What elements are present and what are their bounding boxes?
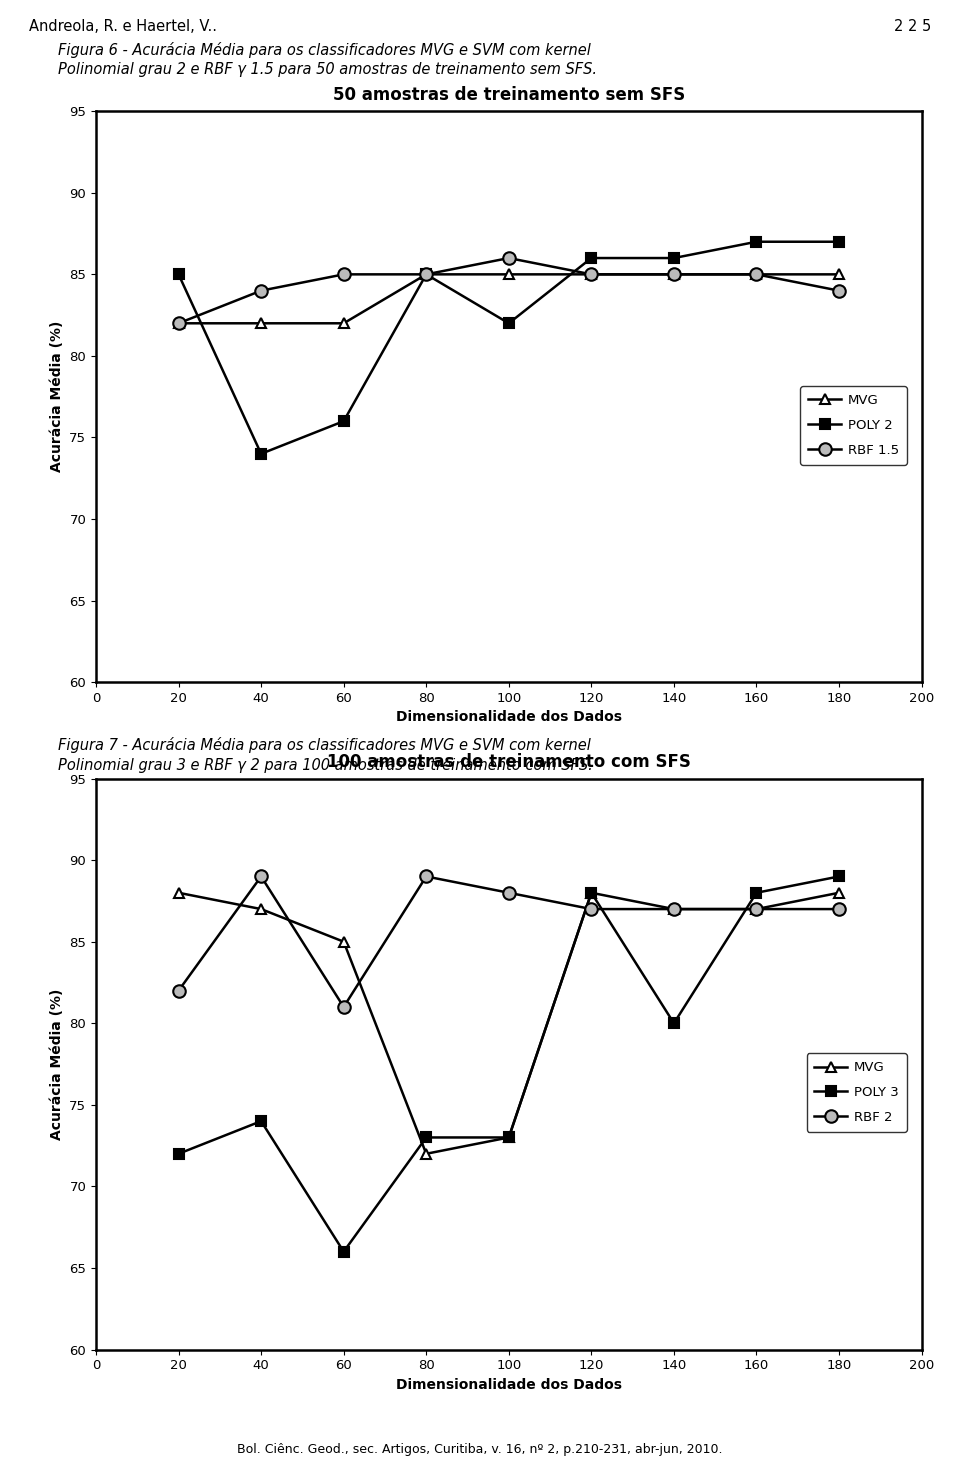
Text: Polinomial grau 3 e RBF γ 2 para 100 amostras de treinamento com SFS.: Polinomial grau 3 e RBF γ 2 para 100 amo… [58, 758, 592, 773]
POLY 3 [503, 1129, 515, 1146]
RBF 1.5 [586, 265, 597, 283]
Text: Polinomial grau 2 e RBF γ 1.5 para 50 amostras de treinamento sem SFS.: Polinomial grau 2 e RBF γ 1.5 para 50 am… [58, 62, 596, 77]
RBF 1.5 [503, 249, 515, 267]
POLY 2 [420, 265, 432, 283]
Line: POLY 2: POLY 2 [174, 237, 844, 458]
MVG [503, 265, 515, 283]
Text: Andreola, R. e Haertel, V..: Andreola, R. e Haertel, V.. [29, 19, 217, 34]
Line: MVG: MVG [174, 888, 844, 1158]
MVG [751, 900, 762, 918]
RBF 1.5 [338, 265, 349, 283]
POLY 3 [668, 1014, 680, 1032]
MVG [173, 314, 184, 332]
MVG [420, 265, 432, 283]
RBF 1.5 [255, 282, 267, 300]
RBF 2 [173, 982, 184, 1000]
MVG [338, 314, 349, 332]
MVG [255, 314, 267, 332]
X-axis label: Dimensionalidade dos Dados: Dimensionalidade dos Dados [396, 1378, 622, 1393]
POLY 3 [420, 1129, 432, 1146]
MVG [586, 265, 597, 283]
MVG [338, 933, 349, 951]
POLY 3 [751, 884, 762, 902]
RBF 1.5 [833, 282, 845, 300]
MVG [586, 884, 597, 902]
MVG [668, 265, 680, 283]
MVG [668, 900, 680, 918]
RBF 1.5 [420, 265, 432, 283]
RBF 2 [338, 998, 349, 1016]
POLY 3 [173, 1145, 184, 1163]
RBF 2 [586, 900, 597, 918]
MVG [173, 884, 184, 902]
POLY 3 [586, 884, 597, 902]
RBF 2 [833, 900, 845, 918]
MVG [833, 265, 845, 283]
MVG [503, 1129, 515, 1146]
POLY 3 [833, 868, 845, 885]
RBF 1.5 [751, 265, 762, 283]
RBF 2 [420, 868, 432, 885]
Text: Figura 6 - Acurácia Média para os classificadores MVG e SVM com kernel: Figura 6 - Acurácia Média para os classi… [58, 42, 590, 58]
Title: 50 amostras de treinamento sem SFS: 50 amostras de treinamento sem SFS [333, 86, 684, 104]
RBF 2 [503, 884, 515, 902]
POLY 2 [833, 233, 845, 251]
RBF 1.5 [668, 265, 680, 283]
Line: RBF 2: RBF 2 [172, 871, 846, 1013]
RBF 1.5 [173, 314, 184, 332]
MVG [255, 900, 267, 918]
POLY 3 [255, 1112, 267, 1130]
POLY 2 [751, 233, 762, 251]
Title: 100 amostras de treinamento com SFS: 100 amostras de treinamento com SFS [326, 753, 691, 771]
Text: 2 2 5: 2 2 5 [894, 19, 931, 34]
Text: Bol. Ciênc. Geod., sec. Artigos, Curitiba, v. 16, nº 2, p.210-231, abr-jun, 2010: Bol. Ciênc. Geod., sec. Artigos, Curitib… [237, 1443, 723, 1456]
RBF 2 [668, 900, 680, 918]
POLY 2 [255, 445, 267, 463]
Legend: MVG, POLY 2, RBF 1.5: MVG, POLY 2, RBF 1.5 [801, 386, 907, 464]
MVG [751, 265, 762, 283]
Line: MVG: MVG [174, 270, 844, 328]
POLY 2 [668, 249, 680, 267]
POLY 2 [173, 265, 184, 283]
POLY 2 [586, 249, 597, 267]
POLY 3 [338, 1243, 349, 1261]
Y-axis label: Acurácia Média (%): Acurácia Média (%) [50, 988, 63, 1140]
RBF 2 [255, 868, 267, 885]
MVG [833, 884, 845, 902]
POLY 2 [338, 412, 349, 430]
RBF 2 [751, 900, 762, 918]
POLY 2 [503, 314, 515, 332]
Legend: MVG, POLY 3, RBF 2: MVG, POLY 3, RBF 2 [806, 1053, 907, 1132]
Y-axis label: Acurácia Média (%): Acurácia Média (%) [50, 320, 63, 473]
Text: Figura 7 - Acurácia Média para os classificadores MVG e SVM com kernel: Figura 7 - Acurácia Média para os classi… [58, 737, 590, 753]
MVG [420, 1145, 432, 1163]
X-axis label: Dimensionalidade dos Dados: Dimensionalidade dos Dados [396, 710, 622, 725]
Line: POLY 3: POLY 3 [174, 872, 844, 1256]
Line: RBF 1.5: RBF 1.5 [172, 252, 846, 329]
